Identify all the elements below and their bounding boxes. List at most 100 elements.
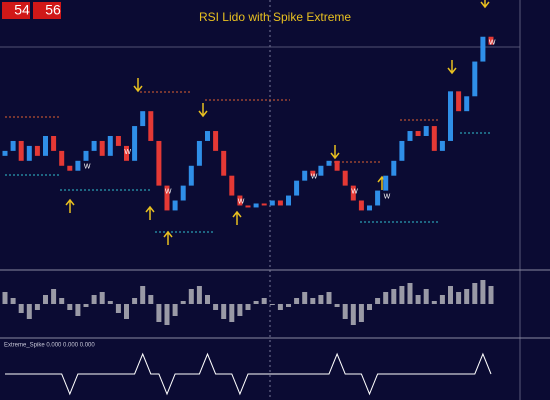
oscillator-bar [358,304,364,322]
signal-label: W [84,164,91,171]
candle [213,131,219,151]
candle [464,96,470,112]
up-arrow [163,230,173,245]
candle [480,36,486,62]
oscillator-bar [302,292,308,304]
candle [488,36,494,45]
candle [439,140,445,151]
candle [67,165,73,171]
oscillator-bar [253,301,259,304]
candle [148,111,154,141]
candle [423,126,429,136]
candle [375,190,381,206]
oscillator-bar [205,295,210,304]
signal-label: W [311,174,318,181]
clock-minutes: 56 [45,2,61,18]
candle [277,200,283,206]
oscillator-bar [180,301,186,304]
candle [188,165,194,186]
candle [358,200,364,211]
candle [221,150,227,176]
oscillator-bar [431,301,437,304]
candle [229,175,235,196]
oscillator-bar [140,286,146,304]
candle [302,170,308,181]
oscillator-bar [318,295,324,304]
candle [237,195,243,206]
candle [383,175,389,191]
candle [391,160,397,176]
signal-label: W [124,149,131,156]
candle [399,140,405,161]
oscillator-bar [156,304,162,322]
oscillator-bar [399,286,405,304]
candle [415,131,421,136]
oscillator-bar [334,304,340,307]
signal-label: W [165,188,172,195]
oscillator-bar [67,304,73,310]
candle [367,205,372,211]
candle [334,160,340,171]
oscillator-bar [480,280,486,304]
candle [350,185,356,201]
oscillator-bar [51,289,57,304]
oscillator-bar [415,295,421,304]
oscillator-bar [26,304,32,319]
candle [140,111,146,127]
signal-label: W [384,193,391,200]
oscillator-bar [107,301,113,304]
down-arrow [330,145,340,160]
up-arrow [232,210,242,225]
candle [18,140,24,161]
oscillator-bar [59,298,65,304]
chart-title: RSI Lido with Spike Extreme [199,10,351,24]
candle [172,200,178,211]
signal-arrows [65,0,490,245]
candle [407,131,413,141]
oscillator-bar [439,295,445,304]
oscillator-bar [91,295,97,304]
candle [326,160,332,166]
oscillator-bar [367,304,372,310]
oscillator-bar [350,304,356,325]
oscillator-bar [342,304,348,319]
oscillator-bar [423,289,429,304]
oscillator-bar [245,304,251,310]
oscillator-bar [115,304,121,313]
oscillator-bar [326,292,332,304]
oscillator-bar [261,298,267,304]
oscillator-bar [488,286,494,304]
oscillator-bar [464,289,470,304]
candle [342,170,348,186]
oscillator-bar [383,292,389,304]
oscillator-bar [448,286,453,304]
oscillator-bar [310,298,316,304]
down-arrow [447,60,457,75]
oscillator-bar [124,304,129,319]
oscillator-bar [213,304,219,310]
down-arrow [198,103,208,118]
candle [318,165,324,176]
candle [196,140,202,166]
oscillator-bar [472,283,478,304]
candle [2,150,8,156]
signal-label: W [489,40,496,47]
candle [115,135,121,146]
candle [205,131,210,141]
clock-hours: 54 [14,2,30,18]
oscillator-bar [407,283,413,304]
oscillator-bar [237,304,243,316]
oscillator-bar [148,295,154,304]
down-arrow [133,78,143,93]
candle [99,140,105,156]
oscillator-bar [456,292,462,304]
candle [286,195,291,206]
candle [107,135,113,156]
oscillator-bar [172,304,178,316]
candle [180,185,186,201]
oscillator-bar [375,298,381,304]
candle [310,170,316,176]
spike-line [5,352,492,396]
oscillator-bar [132,298,138,304]
